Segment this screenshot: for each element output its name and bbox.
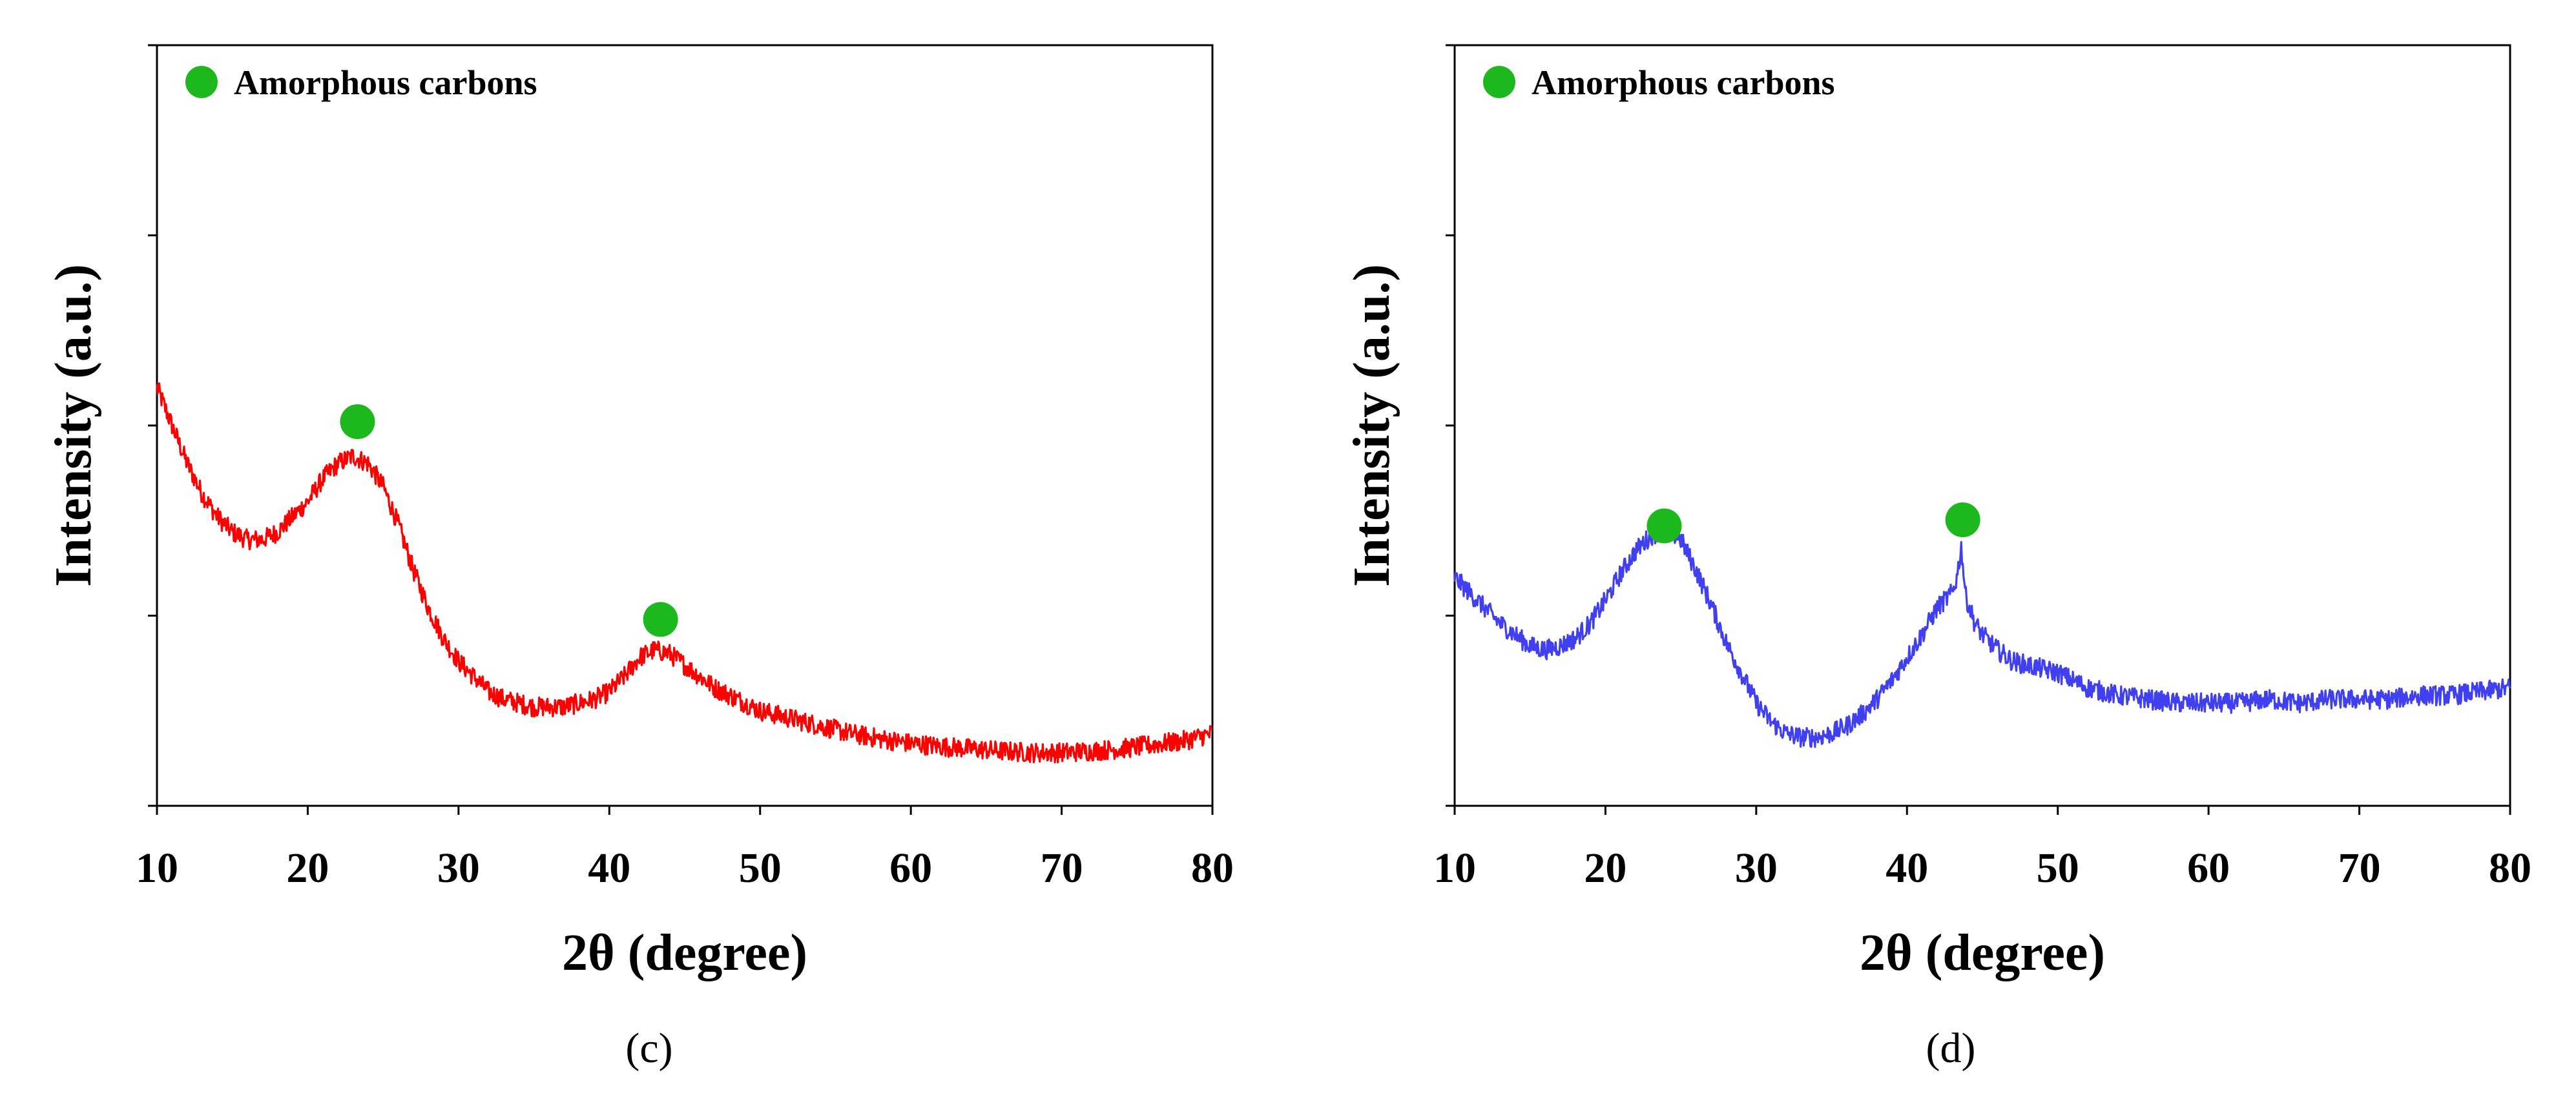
x-tick-label: 80: [1191, 845, 1234, 892]
peak-marker: [1646, 508, 1682, 544]
series-layer: [1453, 518, 2511, 748]
x-tick-label: 10: [136, 845, 178, 892]
y-ticks: [1446, 44, 1455, 807]
x-tick-label: 70: [1041, 845, 1083, 892]
series-line: [156, 382, 1213, 764]
legend-marker: [1483, 66, 1515, 98]
panel-label: (d): [1926, 1025, 1976, 1072]
x-tick-label: 60: [2187, 845, 2230, 892]
marker-layer: [340, 404, 678, 637]
peak-marker: [340, 404, 375, 440]
x-tick-label: 20: [286, 845, 329, 892]
x-tick-label: 50: [739, 845, 782, 892]
x-tick-label: 80: [2489, 845, 2531, 892]
x-ticks: 10 20 30 40 50 60 70 80: [136, 806, 1234, 892]
y-axis-title: Intensity (a.u.): [45, 264, 102, 587]
x-axis-title: 2θ (degree): [562, 925, 807, 981]
panel-label: (c): [625, 1025, 672, 1072]
chart-panel-c: 10 20 30 40 50 60 70 80 Amorphous carbons Inten…: [45, 44, 1234, 1072]
chart-panel-d: 10 20 30 40 50 60 70 80 Amorphous carbons Inten…: [1344, 44, 2531, 1072]
series-layer: [156, 382, 1213, 764]
x-tick-label: 70: [2338, 845, 2381, 892]
x-tick-label: 50: [2037, 845, 2079, 892]
legend-marker: [185, 66, 218, 98]
peak-marker: [1945, 502, 1980, 538]
x-tick-label: 30: [437, 845, 480, 892]
x-axis-title: 2θ (degree): [1860, 925, 2105, 981]
plot-area-frame: [156, 44, 1214, 807]
legend-label: Amorphous carbons: [234, 63, 537, 102]
x-tick-label: 10: [1433, 845, 1476, 892]
x-tick-label: 60: [889, 845, 932, 892]
legend-label: Amorphous carbons: [1532, 63, 1835, 102]
x-ticks: 10 20 30 40 50 60 70 80: [1433, 806, 2531, 892]
x-tick-label: 40: [588, 845, 630, 892]
x-tick-label: 20: [1584, 845, 1626, 892]
y-axis-title: Intensity (a.u.): [1344, 264, 1400, 587]
y-ticks: [148, 44, 157, 807]
x-tick-label: 40: [1885, 845, 1928, 892]
peak-marker: [643, 602, 678, 637]
marker-layer: [1646, 502, 1980, 544]
series-line: [1453, 518, 2511, 748]
x-tick-label: 30: [1735, 845, 1778, 892]
